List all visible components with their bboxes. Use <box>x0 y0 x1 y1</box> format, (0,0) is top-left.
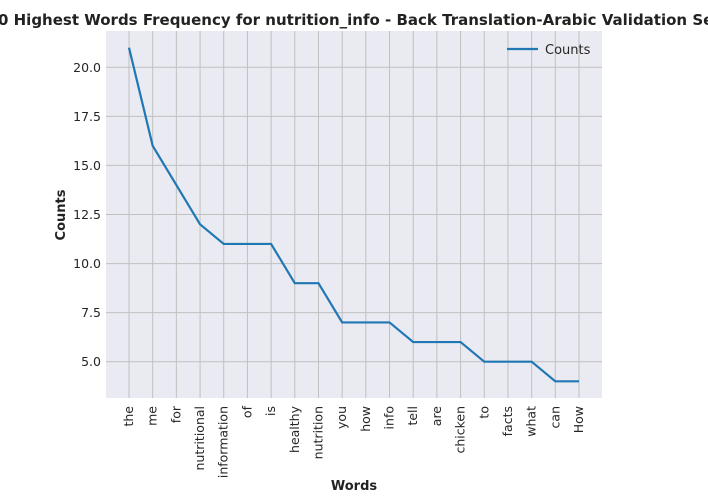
y-tick-label: 7.5 <box>81 305 101 320</box>
x-tick-label: chicken <box>453 406 468 454</box>
y-tick-label: 10.0 <box>73 256 101 271</box>
x-tick-label: is <box>263 406 278 416</box>
x-tick-label: you <box>334 406 349 429</box>
y-tick-label: 15.0 <box>73 158 101 173</box>
y-tick-label: 20.0 <box>73 60 101 75</box>
x-tick-label: healthy <box>287 405 302 453</box>
y-tick-label: 5.0 <box>81 354 101 369</box>
x-tick-label: information <box>216 406 231 478</box>
series-line-counts <box>127 47 579 383</box>
grid-lines <box>106 31 602 398</box>
y-axis-ticks: 5.0 7.5 10.0 12.5 15.0 17.5 20.0 <box>73 60 101 369</box>
y-tick-label: 17.5 <box>73 109 101 124</box>
y-tick-label: 12.5 <box>73 207 101 222</box>
x-tick-label: facts <box>500 406 515 436</box>
x-tick-label: are <box>429 406 444 427</box>
x-tick-label: what <box>524 406 539 437</box>
x-tick-label: tell <box>405 406 420 426</box>
x-tick-label: nutrition <box>310 406 325 459</box>
x-tick-label: me <box>145 406 160 426</box>
x-tick-label: of <box>239 405 254 418</box>
x-tick-label: the <box>121 406 136 427</box>
x-tick-label: How <box>571 406 586 433</box>
x-tick-label: for <box>168 405 183 423</box>
chart-title: 20 Highest Words Frequency for nutrition… <box>0 11 708 29</box>
x-tick-label: to <box>476 406 491 419</box>
x-tick-label: nutritional <box>192 406 207 470</box>
y-axis-label: Counts <box>54 189 69 240</box>
x-axis-label: Words <box>331 479 378 494</box>
x-tick-label: info <box>382 406 397 429</box>
x-tick-label: how <box>358 406 373 432</box>
legend: Counts <box>507 43 591 58</box>
legend-label-counts: Counts <box>545 43 591 58</box>
x-tick-label: can <box>547 406 562 428</box>
x-axis-ticks: the me for nutritional information of is health… <box>121 405 586 478</box>
